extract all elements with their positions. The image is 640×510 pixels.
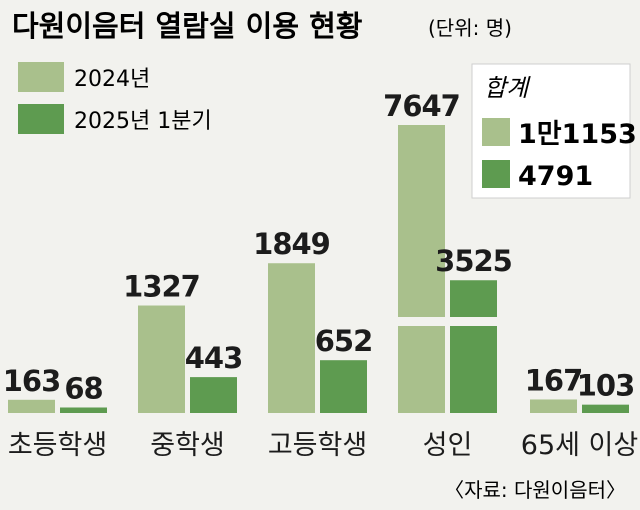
totals-value-2024: 1만1153 bbox=[518, 119, 637, 150]
category-label-1: 초등학생 bbox=[8, 430, 107, 461]
bar-2-s1 bbox=[138, 305, 185, 413]
category-label-5: 65세 이상 bbox=[521, 430, 638, 461]
totals-value-2025q1: 4791 bbox=[518, 161, 593, 192]
value-label-1-s1: 163 bbox=[3, 364, 61, 398]
bar-5-s2 bbox=[582, 404, 629, 413]
value-label-2-s1: 1327 bbox=[123, 270, 200, 304]
value-label-1-s2: 68 bbox=[64, 371, 102, 405]
category-label-4: 성인 bbox=[423, 430, 473, 461]
bar-1-s1 bbox=[8, 399, 55, 413]
legend-swatch-2024 bbox=[18, 62, 64, 92]
category-label-2: 중학생 bbox=[150, 430, 225, 461]
bar-3-s2 bbox=[320, 360, 367, 413]
value-label-4-s2: 3525 bbox=[435, 244, 512, 278]
totals-title: 합계 bbox=[484, 74, 531, 102]
legend-swatch-2025q1 bbox=[18, 104, 64, 134]
legend-label-2025q1: 2025년 1분기 bbox=[74, 109, 212, 134]
axis-break-1 bbox=[397, 317, 446, 326]
chart-unit: (단위: 명) bbox=[428, 16, 512, 40]
bar-4-s1 bbox=[398, 125, 445, 413]
value-label-3-s1: 1849 bbox=[253, 227, 330, 261]
bar-3-s1 bbox=[268, 263, 315, 413]
legend-label-2024: 2024년 bbox=[74, 67, 150, 92]
category-label-3: 고등학생 bbox=[268, 430, 367, 461]
totals-box: 합계 1만1153 4791 bbox=[471, 63, 637, 199]
axis-break-2 bbox=[449, 317, 498, 326]
bar-4-s2 bbox=[450, 280, 497, 413]
bar-5-s1 bbox=[530, 399, 577, 413]
value-label-4-s1: 7647 bbox=[383, 89, 460, 123]
legend: 2024년 2025년 1분기 bbox=[18, 62, 212, 134]
value-label-5-s2: 103 bbox=[577, 369, 635, 403]
value-label-2-s2: 443 bbox=[185, 341, 243, 375]
totals-swatch-2025q1 bbox=[482, 160, 510, 188]
chart-title: 다원이음터 열람실 이용 현황 bbox=[12, 9, 363, 43]
value-label-3-s2: 652 bbox=[315, 324, 373, 358]
totals-swatch-2024 bbox=[482, 118, 510, 146]
value-label-5-s1: 167 bbox=[525, 363, 583, 397]
bar-2-s2 bbox=[190, 377, 237, 413]
bar-1-s2 bbox=[60, 407, 107, 413]
bars-group: 163 68 초등학생 1327 443 중학생 1849 652 고등학생 7647 3525 성인… bbox=[3, 89, 639, 461]
source-note: 〈자료: 다원이음터〉 bbox=[444, 478, 626, 502]
